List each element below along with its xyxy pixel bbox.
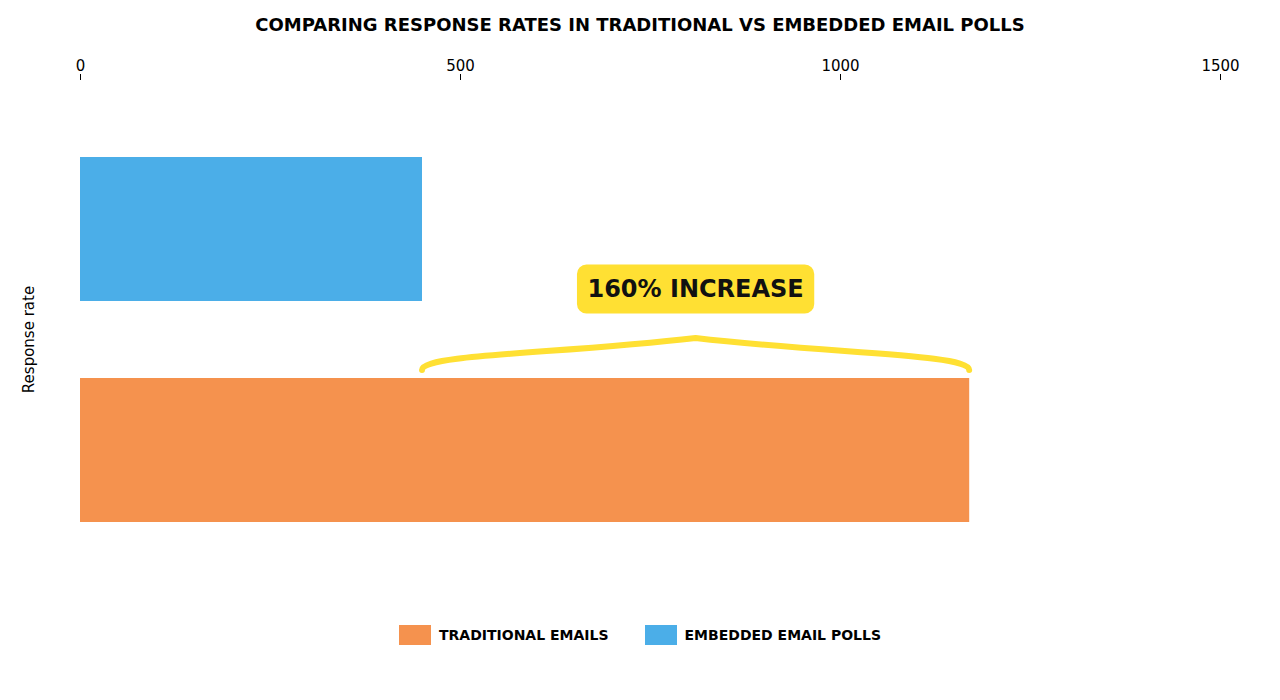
html-text:TRADITIONAL EMAILS: TRADITIONAL EMAILS	[439, 627, 609, 643]
svg-text:0: 0	[76, 57, 86, 75]
svg-text:Response rate: Response rate	[20, 286, 38, 393]
svg-text:160% INCREASE: 160% INCREASE	[587, 275, 803, 303]
html-text:EMBEDDED EMAIL POLLS: EMBEDDED EMAIL POLLS	[684, 627, 881, 643]
svg-text:1000: 1000	[821, 57, 859, 75]
svg-text:1500: 1500	[1201, 57, 1239, 75]
html-text:COMPARING RESPONSE RATES IN TR: COMPARING RESPONSE RATES IN TRADITIONAL …	[255, 14, 1025, 35]
svg-text:500: 500	[446, 57, 475, 75]
